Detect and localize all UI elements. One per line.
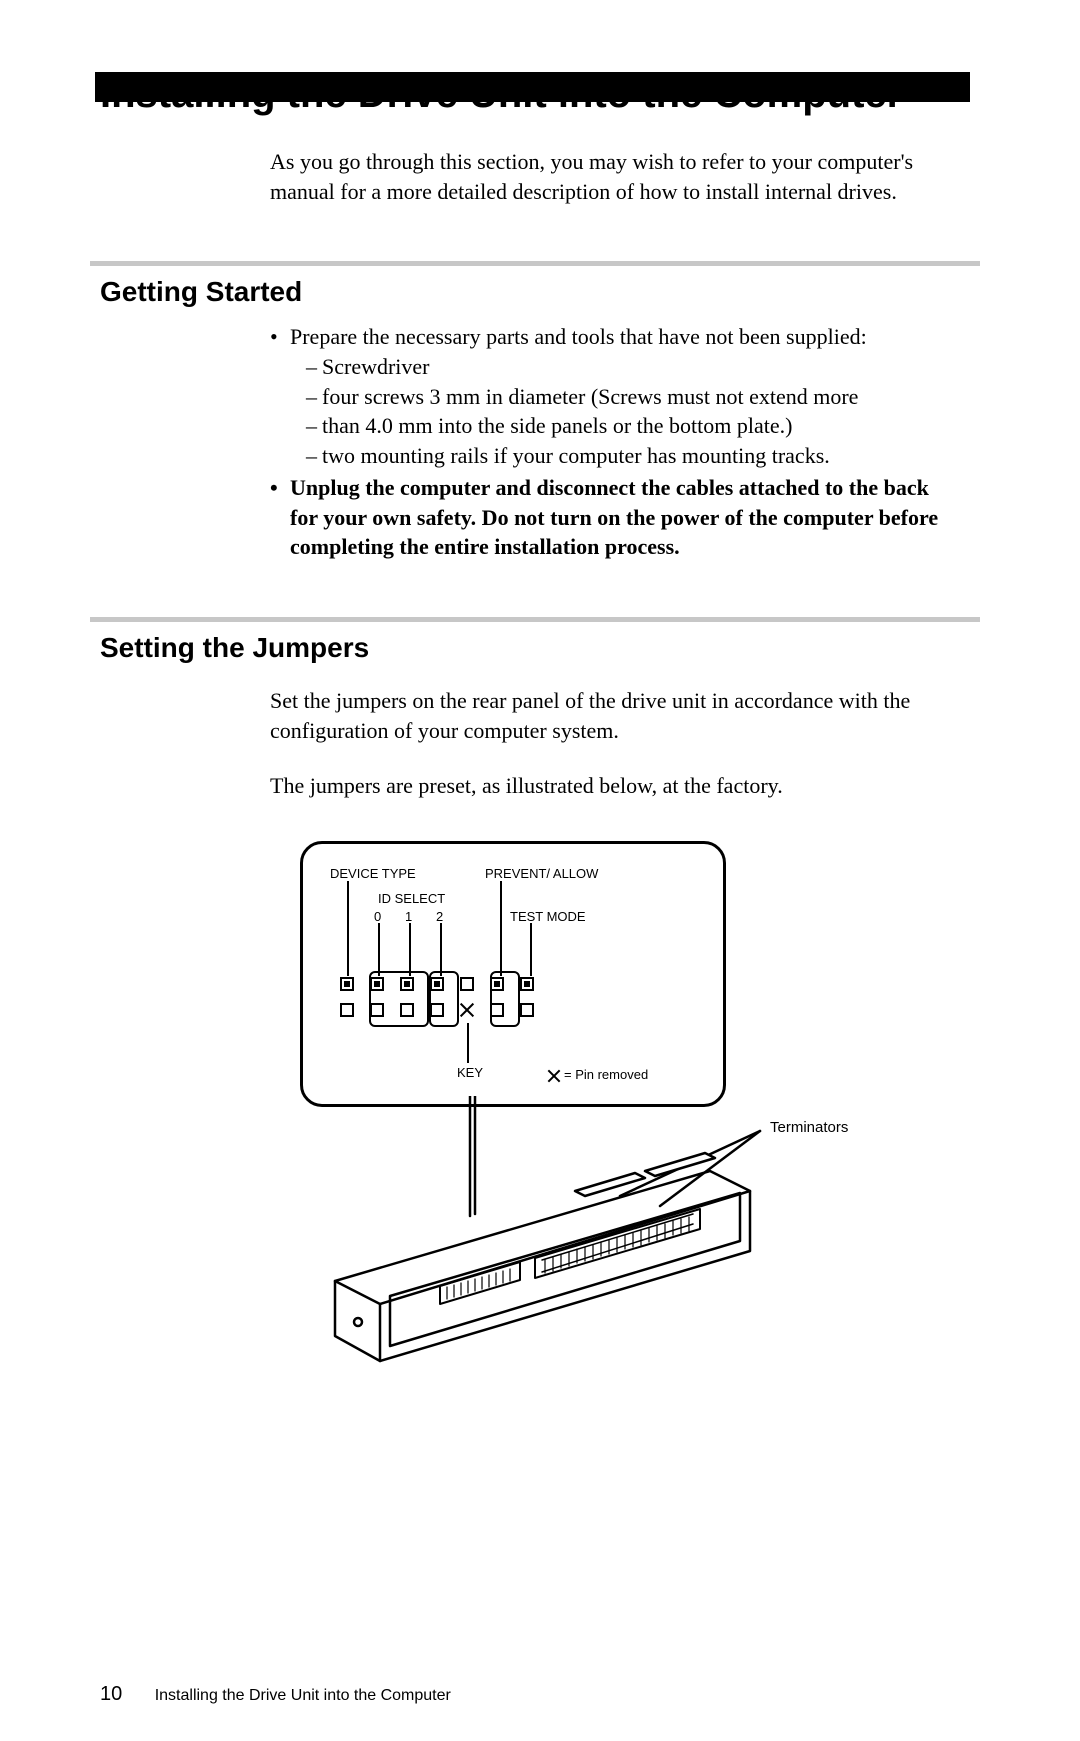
bullet-parts: Prepare the necessary parts and tools th… — [270, 322, 960, 470]
label-id2: 2 — [436, 909, 443, 924]
pin-top-1 — [370, 977, 384, 991]
section-rule — [90, 261, 980, 266]
x-icon — [548, 1070, 560, 1082]
section-heading-getting-started: Getting Started — [100, 276, 980, 308]
jumpers-body: Set the jumpers on the rear panel of the… — [270, 686, 960, 801]
lead-device-type — [347, 881, 349, 976]
subitem-screws-line2: than 4.0 mm into the side panels or the … — [290, 411, 960, 441]
label-device-type: DEVICE TYPE — [330, 866, 416, 881]
pin-top-6 — [520, 977, 534, 991]
pin-bot-4-removed — [460, 1003, 474, 1017]
pin-bot-3 — [430, 1003, 444, 1017]
pin-bot-5 — [490, 1003, 504, 1017]
lead-id1 — [409, 923, 411, 976]
section-rule — [90, 617, 980, 622]
getting-started-body: Prepare the necessary parts and tools th… — [270, 322, 960, 562]
bullet-unplug-warning: Unplug the computer and disconnect the c… — [270, 473, 960, 562]
legend-pin-removed: = Pin removed — [548, 1067, 648, 1082]
pin-top-2 — [400, 977, 414, 991]
pin-top-0 — [340, 977, 354, 991]
subitem-screws-line1: four screws 3 mm in diameter (Screws mus… — [290, 382, 960, 412]
lead-id2 — [440, 923, 442, 976]
lead-id0 — [378, 923, 380, 976]
subitem-screwdriver: Screwdriver — [290, 352, 960, 382]
section-setting-jumpers: Setting the Jumpers Set the jumpers on t… — [100, 617, 980, 1361]
page-number: 10 — [100, 1683, 122, 1705]
page: Installing the Drive Unit into the Compu… — [0, 72, 1080, 1741]
pin-row-top — [340, 977, 534, 991]
jumper-diagram: DEVICE TYPE PREVENT/ ALLOW ID SELECT 0 1… — [300, 841, 860, 1361]
legend-text: = Pin removed — [564, 1067, 648, 1082]
section-heading-jumpers: Setting the Jumpers — [100, 632, 980, 664]
label-key: KEY — [457, 1065, 483, 1080]
pin-top-5 — [490, 977, 504, 991]
bullet-parts-lead: Prepare the necessary parts and tools th… — [290, 324, 867, 349]
jumpers-p1: Set the jumpers on the rear panel of the… — [270, 686, 960, 745]
pin-bot-1 — [370, 1003, 384, 1017]
page-footer: 10 Installing the Drive Unit into the Co… — [100, 1683, 451, 1706]
label-id1: 1 — [405, 909, 412, 924]
subitem-rails: two mounting rails if your computer has … — [290, 441, 960, 471]
pin-top-3 — [430, 977, 444, 991]
label-test-mode: TEST MODE — [510, 909, 586, 924]
intro-paragraph: As you go through this section, you may … — [270, 147, 930, 206]
label-prevent-allow: PREVENT/ ALLOW — [485, 866, 598, 881]
drive-rear-svg — [240, 1096, 860, 1366]
footer-running-title: Installing the Drive Unit into the Compu… — [155, 1687, 451, 1704]
section-getting-started: Getting Started Prepare the necessary pa… — [100, 261, 980, 562]
jumpers-p2: The jumpers are preset, as illustrated b… — [270, 771, 960, 801]
label-id0: 0 — [374, 909, 381, 924]
label-id-select: ID SELECT — [378, 891, 445, 906]
top-black-bar — [95, 72, 970, 102]
pin-row-bottom — [340, 1003, 534, 1017]
pin-bot-0 — [340, 1003, 354, 1017]
pin-bot-6 — [520, 1003, 534, 1017]
lead-testmode — [530, 923, 532, 976]
pin-top-4 — [460, 977, 474, 991]
pin-bot-2 — [400, 1003, 414, 1017]
lead-prevent — [500, 881, 502, 976]
lead-key — [467, 1023, 469, 1063]
